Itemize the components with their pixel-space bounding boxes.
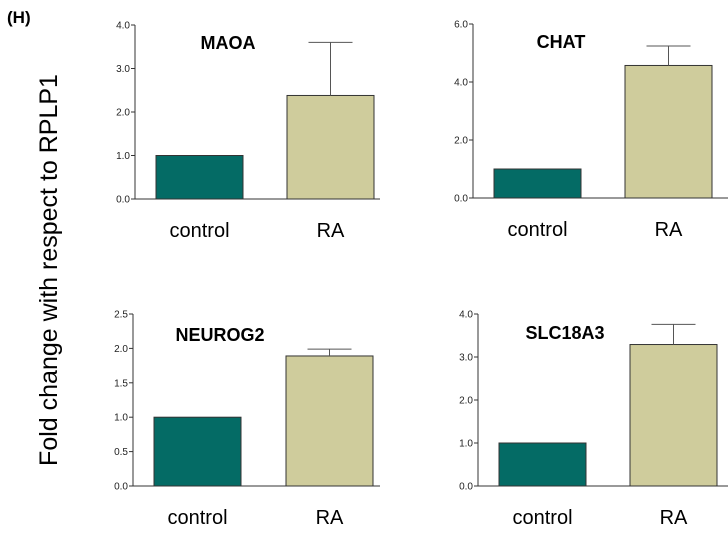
chart-slc18a3: 0.0 1.0 2.0 3.0 4.0 control RA SLC18A3 (459, 310, 728, 529)
y-tick-label: 0.0 (459, 482, 473, 493)
x-category-label: control (507, 219, 567, 241)
y-tick-label: 2.0 (114, 344, 128, 355)
y-tick-label: 2.0 (454, 136, 468, 147)
y-tick-label: 3.0 (116, 64, 130, 75)
x-category-label: RA (317, 220, 345, 242)
chart-title: NEUROG2 (175, 325, 264, 345)
chart-maoa: 0.0 1.0 2.0 3.0 4.0 control RA MAOA (116, 21, 380, 242)
y-tick-label: 0.0 (116, 195, 130, 206)
y-tick-label: 4.0 (116, 21, 130, 32)
x-category-label: control (169, 220, 229, 242)
chart-title: CHAT (537, 32, 586, 52)
chart-title: MAOA (201, 33, 256, 53)
chart-title: SLC18A3 (525, 323, 604, 343)
y-tick-label: 0.0 (454, 194, 468, 205)
chart-neurog2: 0.0 0.5 1.0 1.5 2.0 2.5 control RA NEUROG2 (114, 310, 380, 529)
bar-control (498, 442, 587, 487)
charts-group: 0.0 1.0 2.0 3.0 4.0 control RA MAOA 0.0 2.0 4.0 6.0… (114, 20, 728, 529)
bar-ra (285, 355, 374, 487)
x-category-label: control (167, 507, 227, 529)
y-tick-label: 2.0 (459, 396, 473, 407)
y-tick-label: 6.0 (454, 20, 468, 31)
bar-control (155, 155, 244, 200)
y-tick-label: 0.5 (114, 447, 128, 458)
y-tick-label: 1.0 (114, 413, 128, 424)
x-category-label: control (512, 507, 572, 529)
x-category-label: RA (316, 507, 344, 529)
bar-ra (624, 64, 713, 199)
x-category-label: RA (660, 507, 688, 529)
bar-control (153, 416, 242, 487)
chart-chat: 0.0 2.0 4.0 6.0 control RA CHAT (454, 20, 728, 241)
shared-y-axis-label: Fold change with respect to RPLP1 (35, 74, 63, 466)
y-tick-label: 2.5 (114, 310, 128, 321)
panel-label: (H) (7, 8, 31, 27)
y-tick-label: 1.0 (116, 151, 130, 162)
y-tick-label: 2.0 (116, 108, 130, 119)
y-tick-label: 0.0 (114, 482, 128, 493)
y-tick-label: 1.0 (459, 439, 473, 450)
x-category-label: RA (655, 219, 683, 241)
y-tick-label: 1.5 (114, 378, 128, 389)
y-tick-label: 3.0 (459, 353, 473, 364)
bar-ra (629, 344, 718, 487)
bar-control (493, 168, 582, 199)
y-tick-label: 4.0 (459, 310, 473, 321)
bar-ra (286, 94, 375, 200)
y-tick-label: 4.0 (454, 78, 468, 89)
